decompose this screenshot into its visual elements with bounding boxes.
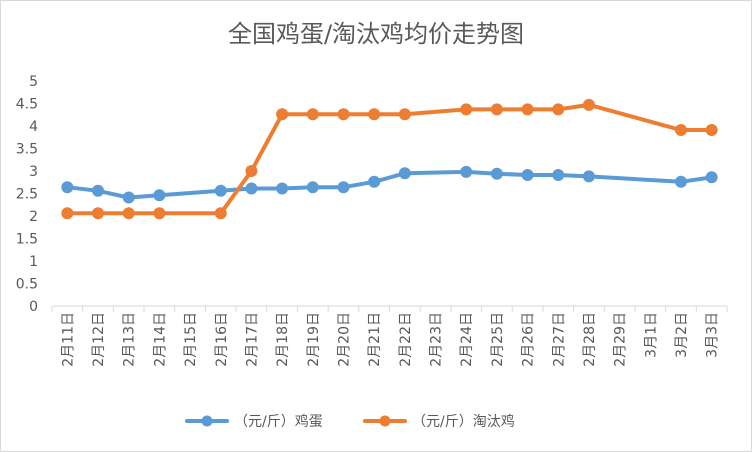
data-point <box>306 181 319 194</box>
data-point <box>122 207 135 220</box>
y-tick-label: 1.5 <box>16 232 38 248</box>
y-tick-label: 4.5 <box>16 97 38 113</box>
legend-marker <box>379 415 391 427</box>
data-point <box>122 191 135 204</box>
x-tick-label: 2月28日 <box>582 312 598 367</box>
x-tick-label: 2月25日 <box>490 312 506 367</box>
data-point <box>153 207 166 220</box>
data-point <box>582 98 595 111</box>
data-point <box>490 103 503 116</box>
x-tick-label: 2月22日 <box>398 312 414 367</box>
data-point <box>153 189 166 202</box>
data-point <box>214 207 227 220</box>
data-point <box>245 182 258 195</box>
data-point <box>674 175 687 188</box>
data-point <box>214 184 227 197</box>
data-point <box>61 207 74 220</box>
data-point <box>582 170 595 183</box>
data-point <box>521 103 534 116</box>
data-point <box>490 167 503 180</box>
x-tick-label: 2月19日 <box>306 312 322 367</box>
x-tick-label: 2月15日 <box>183 312 199 367</box>
data-point <box>398 108 411 121</box>
data-point <box>337 181 350 194</box>
data-point <box>306 108 319 121</box>
data-point <box>337 108 350 121</box>
legend-label: （元/斤）鸡蛋 <box>234 413 323 430</box>
data-point <box>398 167 411 180</box>
y-tick-label: 0.5 <box>16 277 38 293</box>
y-tick-label: 3.5 <box>16 142 38 158</box>
y-tick-label: 3 <box>29 164 38 180</box>
x-tick-label: 2月27日 <box>551 312 567 367</box>
y-tick-label: 2 <box>29 209 38 225</box>
data-point <box>92 207 105 220</box>
data-point <box>521 169 534 182</box>
x-tick-label: 2月29日 <box>613 312 629 367</box>
data-point <box>460 103 473 116</box>
legend-marker <box>201 415 213 427</box>
data-point <box>92 184 105 197</box>
y-tick-label: 4 <box>29 119 38 135</box>
y-tick-label: 1 <box>29 254 38 270</box>
y-tick-label: 0 <box>29 299 38 315</box>
data-point <box>552 169 565 182</box>
x-tick-label: 3月2日 <box>674 312 690 358</box>
y-tick-label: 2.5 <box>16 187 38 203</box>
x-tick-label: 3月3日 <box>705 312 721 358</box>
x-tick-label: 2月18日 <box>275 312 291 367</box>
x-tick-label: 2月24日 <box>459 312 475 367</box>
data-point <box>552 103 565 116</box>
x-tick-label: 2月26日 <box>521 312 537 367</box>
data-point <box>61 181 74 194</box>
data-point <box>368 175 381 188</box>
y-tick-label: 5 <box>29 74 38 90</box>
data-point <box>705 171 718 184</box>
legend-label: （元/斤）淘汰鸡 <box>412 413 515 430</box>
x-tick-label: 2月14日 <box>152 312 168 367</box>
x-tick-label: 2月11日 <box>60 312 76 367</box>
data-point <box>276 182 289 195</box>
x-tick-label: 2月17日 <box>244 312 260 367</box>
x-tick-label: 2月13日 <box>122 312 138 367</box>
x-tick-label: 2月16日 <box>214 312 230 367</box>
data-point <box>460 165 473 178</box>
x-tick-label: 2月21日 <box>367 312 383 367</box>
data-point <box>276 108 289 121</box>
x-tick-label: 2月20日 <box>336 312 352 367</box>
x-tick-label: 2月23日 <box>429 312 445 367</box>
data-point <box>705 124 718 137</box>
data-point <box>245 165 258 177</box>
chart-title: 全国鸡蛋/淘汰鸡均价走势图 <box>227 20 525 48</box>
x-tick-label: 3月1日 <box>643 312 659 358</box>
x-tick-label: 2月12日 <box>91 312 107 367</box>
data-point <box>674 124 687 137</box>
data-point <box>368 108 381 121</box>
